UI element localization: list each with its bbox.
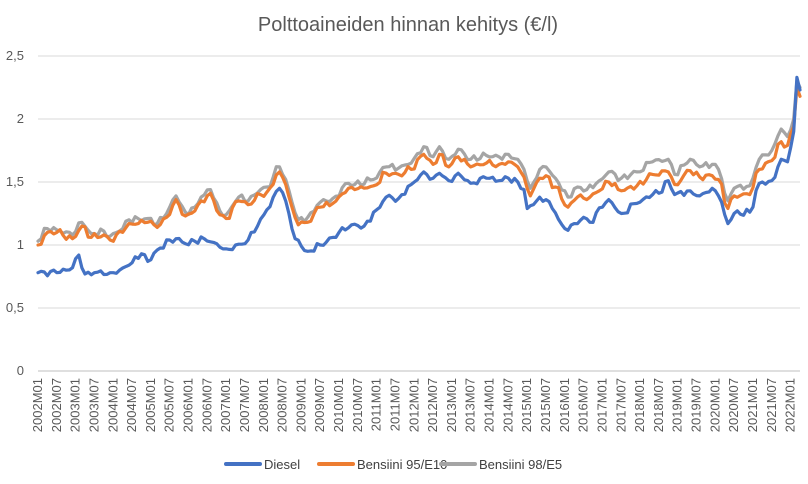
x-tick-label: 2012M07 [425, 378, 440, 432]
gridlines [38, 55, 800, 372]
x-tick-label: 2010M01 [331, 378, 346, 432]
y-tick-label: 0 [17, 363, 24, 378]
legend-label: Bensiini 95/E10 [357, 457, 447, 472]
x-tick-label: 2004M07 [124, 378, 139, 432]
x-tick-label: 2016M07 [576, 378, 591, 432]
x-tick-label: 2020M01 [707, 378, 722, 432]
x-tick-label: 2012M01 [406, 378, 421, 432]
x-tick-label: 2017M01 [594, 378, 609, 432]
x-tick-label: 2016M01 [557, 378, 572, 432]
x-tick-label: 2009M01 [293, 378, 308, 432]
chart-title: Polttoaineiden hinnan kehitys (€/l) [258, 14, 558, 36]
x-tick-label: 2010M07 [350, 378, 365, 432]
y-tick-label: 2 [17, 111, 24, 126]
x-tick-label: 2005M07 [162, 378, 177, 432]
x-tick-label: 2004M01 [105, 378, 120, 432]
x-tick-label: 2020M07 [726, 378, 741, 432]
x-tick-label: 2005M01 [143, 378, 158, 432]
x-tick-label: 2019M07 [689, 378, 704, 432]
x-tick-label: 2013M07 [463, 378, 478, 432]
series-lines [36, 75, 802, 278]
legend-label: Diesel [264, 457, 300, 472]
x-tick-label: 2011M01 [369, 378, 384, 431]
x-tick-label: 2017M07 [613, 378, 628, 432]
y-tick-label: 2,5 [6, 48, 24, 63]
series-line-bensiini-95-e10 [36, 85, 802, 247]
x-tick-label: 2022M01 [783, 378, 798, 432]
x-tick-label: 2018M01 [632, 378, 647, 432]
x-tick-label: 2015M07 [538, 378, 553, 432]
y-tick-label: 1 [17, 237, 24, 252]
x-tick-label: 2018M07 [651, 378, 666, 432]
x-tick-label: 2013M01 [444, 378, 459, 432]
x-tick-label: 2019M01 [670, 378, 685, 432]
x-tick-label: 2003M07 [86, 378, 101, 432]
x-tick-label: 2002M01 [30, 378, 45, 432]
x-tick-label: 2014M07 [500, 378, 515, 432]
x-tick-label: 2008M01 [256, 378, 271, 432]
x-axis-ticks: 2002M01 2002M07 2003M01 2003M07 2004M01 2004M… [30, 378, 798, 432]
legend-label: Bensiini 98/E5 [479, 457, 562, 472]
x-tick-label: 2015M01 [519, 378, 534, 432]
x-tick-label: 2006M01 [181, 378, 196, 432]
x-tick-label: 2021M01 [745, 378, 760, 432]
legend: Diesel Bensiini 95/E10 Bensiini 98/E5 [224, 457, 562, 472]
x-tick-label: 2003M01 [68, 378, 83, 432]
x-tick-label: 2006M07 [199, 378, 214, 432]
x-tick-label: 2008M07 [275, 378, 290, 432]
x-tick-label: 2007M01 [218, 378, 233, 432]
x-tick-label: 2009M07 [312, 378, 327, 432]
x-tick-label: 2014M01 [482, 378, 497, 432]
y-tick-label: 0,5 [6, 300, 24, 315]
x-tick-label: 2007M07 [237, 378, 252, 432]
x-tick-label: 2011M07 [387, 378, 402, 431]
x-tick-label: 2002M07 [49, 378, 64, 432]
series-line-diesel [36, 75, 802, 278]
y-tick-label: 1,5 [6, 174, 24, 189]
series-line-bensiini-98-e5 [36, 79, 802, 243]
y-axis-ticks: 0 0,5 1 1,5 2 2,5 [6, 48, 24, 378]
x-tick-label: 2021M07 [764, 378, 779, 432]
